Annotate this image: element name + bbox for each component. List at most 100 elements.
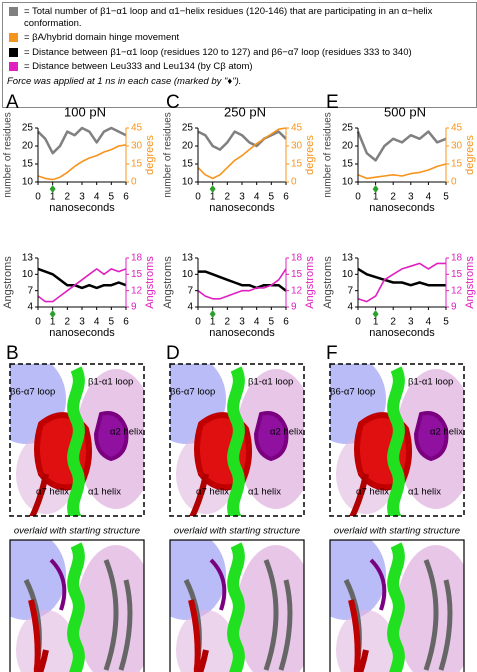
- panel-letter: F: [326, 343, 338, 364]
- y2-tick-label: 0: [291, 177, 297, 188]
- y-axis-label: Angstroms: [162, 256, 174, 309]
- molecule: [10, 364, 144, 516]
- molecule: [330, 540, 464, 672]
- x-tick-label: 5: [269, 317, 275, 328]
- purple-region: [49, 558, 67, 611]
- y-tick-label: 13: [22, 253, 34, 264]
- x-tick-label: 3: [79, 317, 85, 328]
- panel-letter: D: [166, 343, 180, 364]
- x-tick-label: 6: [123, 192, 129, 203]
- y-tick-label: 20: [342, 141, 354, 152]
- x-tick-label: 2: [390, 192, 396, 203]
- x-tick-label: 6: [123, 317, 129, 328]
- force-marker: [209, 310, 216, 318]
- x-tick-label: 1: [50, 192, 56, 203]
- y-tick-label: 10: [342, 177, 354, 188]
- x-tick-label: 2: [225, 192, 231, 203]
- y-tick-label: 13: [342, 253, 354, 264]
- y2-tick-label: 15: [451, 269, 463, 280]
- legend: = Total number of β1−α1 loop and α1−heli…: [2, 2, 477, 108]
- panel-letter: C: [166, 92, 180, 113]
- x-axis-label: nanoseconds: [209, 327, 275, 339]
- legend-item: = Total number of β1−α1 loop and α1−heli…: [7, 6, 472, 29]
- y2-axis-label: Angstroms: [304, 256, 316, 309]
- y2-tick-label: 12: [131, 285, 143, 296]
- pink-domain: [16, 610, 76, 672]
- red-region: [28, 599, 41, 672]
- structure-label: α7 helix: [196, 487, 229, 498]
- x-tick-label: 0: [195, 192, 201, 203]
- red-helix: [29, 473, 49, 516]
- x-axis-label: nanoseconds: [49, 327, 115, 339]
- frame: [169, 363, 305, 517]
- y-axis-label: Angstroms: [322, 256, 334, 309]
- y2-tick-label: 45: [451, 123, 463, 134]
- y2-tick-label: 15: [291, 269, 303, 280]
- x-tick-label: 5: [443, 317, 449, 328]
- x-tick-label: 2: [225, 317, 231, 328]
- series-line: [198, 270, 287, 292]
- y2-tick-label: 30: [131, 141, 143, 152]
- legend-swatch: [9, 47, 18, 57]
- x-tick-label: 3: [239, 192, 245, 203]
- series-line: [357, 267, 446, 287]
- x-tick-label: 0: [195, 317, 201, 328]
- x-tick-label: 1: [210, 192, 216, 203]
- x-tick-label: 2: [65, 192, 71, 203]
- y-tick-label: 15: [22, 159, 34, 170]
- x-tick-label: 0: [355, 317, 361, 328]
- legend-text: = Distance between β1−α1 loop (residues …: [24, 46, 412, 58]
- x-tick-label: 0: [355, 192, 361, 203]
- y2-tick-label: 0: [131, 177, 137, 188]
- structure-label: α2 helix: [270, 427, 303, 438]
- series-line: [356, 130, 447, 162]
- y-tick-label: 15: [342, 159, 354, 170]
- force-marker: [209, 185, 216, 193]
- x-tick-label: 4: [254, 317, 260, 328]
- series-line: [357, 262, 446, 303]
- series-line: [357, 163, 447, 180]
- frame: [169, 539, 305, 672]
- y-tick-label: 4: [187, 302, 193, 313]
- y2-tick-label: 9: [291, 302, 297, 313]
- structure-label: α2 helix: [430, 427, 463, 438]
- frame: [9, 363, 145, 517]
- green-helix: [67, 542, 85, 672]
- structure-label: β1-α1 loop: [248, 377, 293, 388]
- x-tick-label: 5: [269, 192, 275, 203]
- x-tick-label: 2: [65, 317, 71, 328]
- blue-domain: [330, 540, 386, 620]
- green-helix: [227, 542, 245, 672]
- y-tick-label: 25: [22, 123, 34, 134]
- x-tick-label: 1: [373, 192, 379, 203]
- y-axis-label: Angstroms: [2, 256, 14, 309]
- green-helix: [227, 366, 245, 516]
- structure-caption: overlaid with starting structure: [334, 526, 460, 537]
- y2-tick-label: 18: [451, 253, 463, 264]
- force-marker: [49, 310, 56, 318]
- force-marker: [372, 185, 379, 193]
- chart-title: 100 pN: [64, 104, 106, 119]
- structure-label: β1-α1 loop: [408, 377, 453, 388]
- y2-tick-label: 15: [451, 159, 463, 170]
- x-tick-label: 6: [283, 317, 289, 328]
- y2-tick-label: 12: [291, 285, 303, 296]
- x-tick-label: 3: [408, 192, 414, 203]
- x-axis-label: nanoseconds: [49, 202, 115, 214]
- purple-region: [413, 411, 449, 462]
- y-tick-label: 7: [347, 285, 353, 296]
- y-tick-label: 20: [182, 141, 194, 152]
- series-line: [37, 126, 127, 155]
- x-tick-label: 4: [94, 192, 100, 203]
- y-tick-label: 10: [182, 269, 194, 280]
- frame: [329, 539, 465, 672]
- series-line: [37, 268, 127, 303]
- x-tick-label: 1: [210, 317, 216, 328]
- y-tick-label: 10: [22, 269, 34, 280]
- structure-label: α7 helix: [356, 487, 389, 498]
- x-tick-label: 4: [254, 192, 260, 203]
- structure-label: α1 helix: [408, 487, 441, 498]
- structure-label: α7 helix: [36, 487, 69, 498]
- series-line: [37, 267, 127, 290]
